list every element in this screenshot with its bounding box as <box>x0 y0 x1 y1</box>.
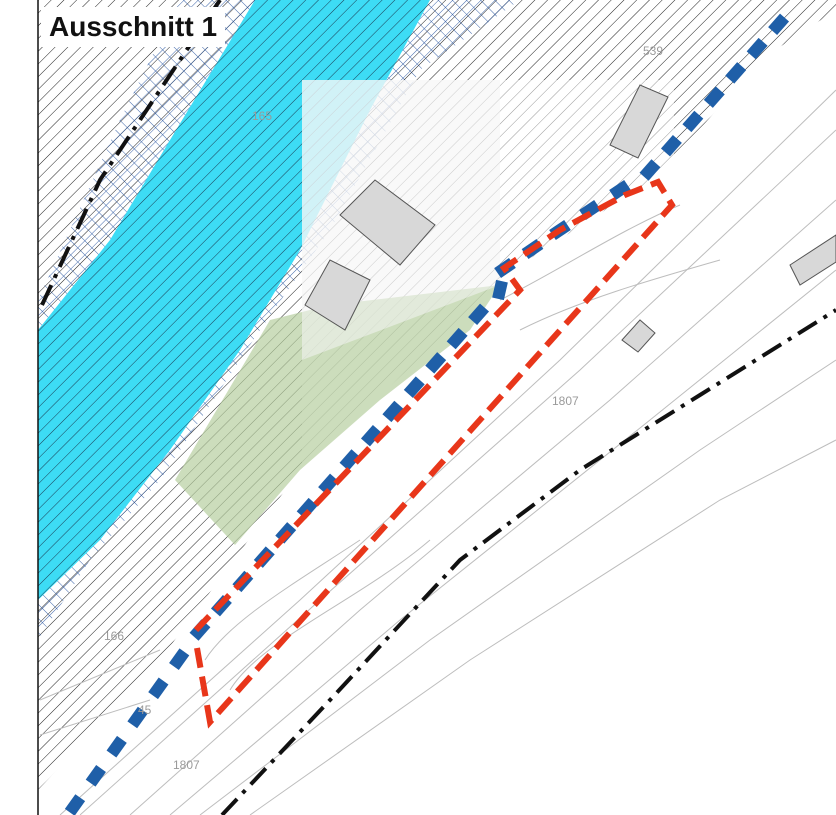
parcel-label-1807-bottom: 1807 <box>173 758 200 772</box>
blue-boundary-mark <box>609 180 631 200</box>
blue-boundary-mark <box>725 62 747 84</box>
red-perimeter <box>193 178 676 729</box>
building-4 <box>621 319 656 353</box>
blue-boundary-mark <box>639 159 661 181</box>
blue-boundary-mark <box>106 735 127 758</box>
building-3 <box>609 84 669 159</box>
blue-boundary-mark <box>682 110 704 133</box>
blue-boundary-mark <box>403 376 425 398</box>
boundary-right <box>220 308 836 815</box>
blue-boundary-mark <box>703 86 725 108</box>
blue-boundary-mark <box>339 449 361 471</box>
blue-boundary-mark <box>127 706 148 729</box>
parcel-label-1807-mid: 1807 <box>552 394 579 408</box>
blue-boundary-mark <box>169 648 190 670</box>
parcel-label-539: 539 <box>643 44 663 58</box>
blue-boundary-mark <box>382 400 404 423</box>
parcel-label-45: 45 <box>138 703 152 717</box>
parcel-label-165: 165 <box>252 109 272 123</box>
blue-boundary-mark <box>425 352 447 374</box>
blue-boundary-mark <box>468 303 490 326</box>
blue-boundary-mark <box>660 134 682 157</box>
blue-boundary-mark <box>318 473 340 496</box>
blue-boundary-mark <box>148 677 169 700</box>
blue-boundary-mark <box>446 327 468 350</box>
building-1 <box>339 179 436 266</box>
blue-boundary-mark <box>492 279 508 301</box>
map-title: Ausschnitt 1 <box>41 7 226 47</box>
blue-boundary-mark <box>746 37 768 60</box>
blue-boundary-mark <box>768 13 790 36</box>
track-lines <box>39 89 836 815</box>
blue-boundary-mark <box>64 794 86 815</box>
green-area <box>175 285 500 545</box>
parcel-label-166: 166 <box>104 629 124 643</box>
buildings <box>304 84 836 353</box>
blue-boundary-mark <box>296 497 318 520</box>
blue-boundary-mark <box>360 424 382 447</box>
building-5 <box>789 234 836 286</box>
building-2 <box>304 259 371 331</box>
blue-boundary-mark <box>85 765 106 787</box>
